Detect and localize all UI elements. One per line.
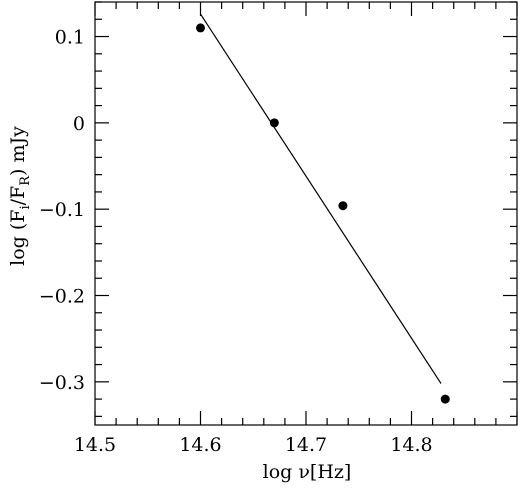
- x-tick-label: 14.7: [285, 434, 327, 456]
- data-point: [338, 201, 348, 211]
- y-axis-ticks: [95, 1, 517, 417]
- x-axis-title: log ν[Hz]: [263, 461, 352, 483]
- x-tick-label: 14.5: [74, 434, 116, 456]
- y-tick-label: 0: [73, 113, 85, 135]
- y-axis-title: log (Fi/FR) mJy: [7, 126, 33, 266]
- y-tick-label: −0.2: [39, 286, 85, 308]
- x-tick-labels: 14.5 14.6 14.7 14.8: [74, 434, 433, 456]
- y-axis-title-main: log (F: [7, 210, 29, 266]
- x-tick-label: 14.6: [179, 434, 221, 456]
- plot-frame: [94, 1, 518, 426]
- y-tick-label: 0.1: [55, 27, 85, 49]
- y-axis-title-sub-R: R: [18, 175, 33, 186]
- data-points: [196, 23, 450, 404]
- y-tick-label: −0.3: [39, 372, 85, 394]
- data-point: [196, 23, 205, 33]
- fit-line: [199, 13, 442, 384]
- x-tick-label: 14.8: [390, 434, 432, 456]
- data-point: [440, 394, 450, 404]
- y-tick-label: −0.1: [39, 199, 85, 221]
- y-axis-title-unit: ) mJy: [7, 126, 29, 176]
- x-axis-ticks: [94, 2, 518, 425]
- y-tick-labels: 0.1 0 −0.1 −0.2 −0.3: [39, 27, 85, 394]
- y-axis-title-sub-i: i: [18, 205, 33, 209]
- data-point: [269, 118, 279, 128]
- y-axis-title-mid: /F: [7, 186, 29, 206]
